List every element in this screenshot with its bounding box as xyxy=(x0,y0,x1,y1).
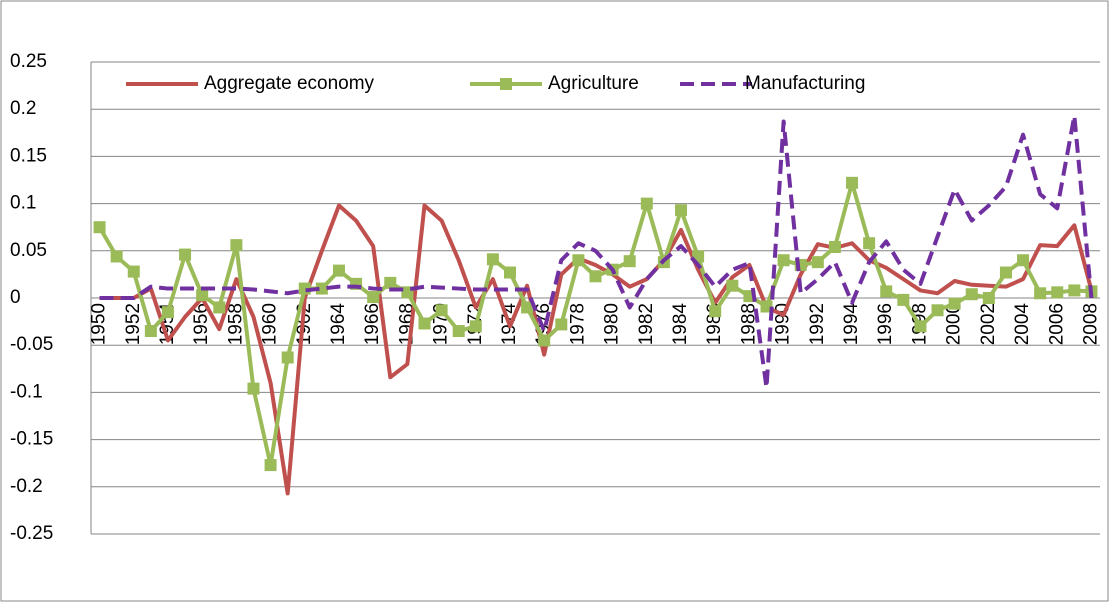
data-point xyxy=(914,320,927,333)
y-tick-label: 0.2 xyxy=(10,98,36,119)
data-point xyxy=(538,334,551,347)
data-point xyxy=(846,176,859,189)
data-point xyxy=(880,285,893,298)
y-tick-label: -0.25 xyxy=(10,523,53,544)
data-point xyxy=(777,254,790,267)
x-tick-label: 1996 xyxy=(875,303,896,345)
data-point xyxy=(486,253,499,266)
x-tick-label: 1964 xyxy=(328,303,349,346)
legend-label: Manufacturing xyxy=(745,73,865,94)
y-tick-label: -0.2 xyxy=(10,476,43,497)
data-point xyxy=(332,264,345,277)
data-point xyxy=(367,291,380,304)
data-point xyxy=(863,237,876,250)
data-point xyxy=(144,325,157,338)
x-tick-label: 2000 xyxy=(944,303,965,345)
data-point xyxy=(521,301,534,314)
x-tick-label: 1990 xyxy=(773,303,794,345)
data-point xyxy=(760,300,773,313)
data-point xyxy=(948,297,961,310)
y-tick-label: 0.05 xyxy=(10,240,47,261)
series-line xyxy=(99,203,1094,496)
x-tick-label: 1992 xyxy=(807,303,828,345)
data-point xyxy=(418,317,431,330)
data-point xyxy=(196,289,209,302)
data-point xyxy=(179,248,192,261)
data-point xyxy=(675,204,688,217)
series-line xyxy=(99,113,1094,390)
data-point xyxy=(1034,287,1047,300)
data-point xyxy=(555,318,568,331)
data-point xyxy=(589,270,602,283)
data-point xyxy=(897,293,910,306)
data-point xyxy=(469,320,482,333)
y-tick-label: -0.15 xyxy=(10,429,53,450)
y-tick-label: -0.05 xyxy=(10,334,53,355)
data-point xyxy=(264,459,277,472)
data-point xyxy=(623,255,636,268)
data-point xyxy=(999,266,1012,279)
data-point xyxy=(213,301,226,314)
data-point xyxy=(1017,254,1030,267)
x-tick-label: 1994 xyxy=(841,303,862,346)
data-point xyxy=(127,265,140,278)
x-tick-label: 1960 xyxy=(260,303,281,345)
data-point xyxy=(161,306,174,319)
y-tick-label: 0 xyxy=(10,287,21,308)
data-point xyxy=(435,304,448,317)
legend-label: Aggregate economy xyxy=(204,73,375,94)
x-tick-label: 1952 xyxy=(123,303,144,345)
x-tick-label: 1966 xyxy=(362,303,383,345)
data-point xyxy=(982,292,995,304)
x-tick-label: 1958 xyxy=(225,303,246,345)
data-point xyxy=(110,250,123,263)
x-tick-label: 1978 xyxy=(567,303,588,345)
data-point xyxy=(315,282,328,295)
data-point xyxy=(692,250,705,263)
x-tick-label: 2004 xyxy=(1012,303,1033,346)
x-tick-label: 2002 xyxy=(978,303,999,345)
data-point xyxy=(572,254,585,267)
data-point xyxy=(640,197,653,210)
x-tick-label: 2008 xyxy=(1080,303,1101,345)
data-point xyxy=(384,276,397,289)
data-point xyxy=(726,279,739,292)
y-tick-label: 0.1 xyxy=(10,193,36,214)
data-point xyxy=(709,305,722,318)
x-tick-label: 2006 xyxy=(1046,303,1067,345)
y-tick-label: 0.25 xyxy=(10,51,47,72)
data-point xyxy=(931,304,944,317)
data-point xyxy=(230,239,243,252)
legend-label: Agriculture xyxy=(548,73,639,94)
data-point xyxy=(1068,284,1081,297)
data-point xyxy=(247,382,260,395)
x-tick-label: 1982 xyxy=(636,303,657,345)
x-tick-label: 1984 xyxy=(670,303,691,346)
x-tick-label: 1956 xyxy=(191,303,212,345)
data-point xyxy=(811,256,824,269)
data-point xyxy=(828,241,841,254)
data-point xyxy=(503,266,516,279)
data-point xyxy=(281,351,294,364)
data-point xyxy=(452,325,465,338)
data-point xyxy=(965,288,978,301)
x-tick-label: 1980 xyxy=(602,303,623,345)
data-point xyxy=(1051,286,1064,299)
legend-marker xyxy=(500,78,512,90)
x-tick-label: 1950 xyxy=(89,303,110,345)
y-tick-label: 0.15 xyxy=(10,145,47,166)
y-tick-label: -0.1 xyxy=(10,381,43,402)
x-tick-label: 1988 xyxy=(738,303,759,345)
data-point xyxy=(93,221,106,234)
